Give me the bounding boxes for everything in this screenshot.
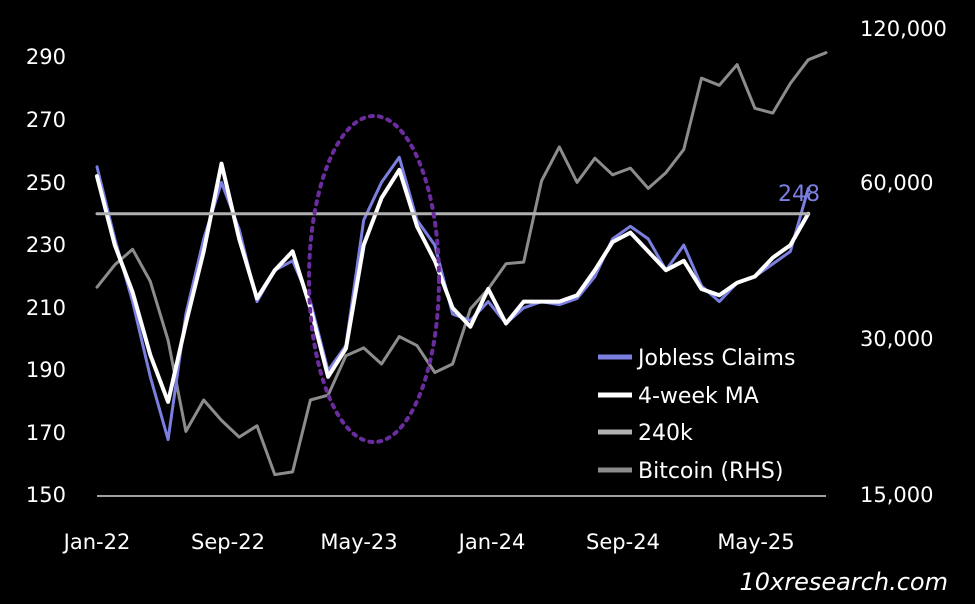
left-tick: 270: [26, 108, 66, 132]
left-tick: 170: [26, 421, 66, 445]
left-tick: 290: [26, 45, 66, 69]
right-tick: 15,000: [860, 483, 933, 507]
highlight-ellipse: [307, 114, 441, 444]
legend: Jobless Claims 4-week MA 240k Bitcoin (R…: [598, 346, 795, 484]
right-axis-ticks: 15,000 30,000 60,000 120,000: [860, 17, 947, 507]
watermark: 10xresearch.com: [739, 568, 948, 596]
x-axis-ticks: Jan-22 Sep-22 May-23 Jan-24 Sep-24 May-2…: [62, 530, 795, 554]
end-value-label: 248: [778, 182, 820, 207]
legend-item: 240k: [598, 421, 693, 446]
series-line-4-week-ma: [95, 161, 811, 404]
right-tick: 30,000: [860, 327, 933, 351]
legend-label: Jobless Claims: [636, 346, 795, 371]
right-tick: 120,000: [860, 17, 947, 41]
x-tick: Sep-24: [586, 530, 660, 554]
legend-item: Jobless Claims: [598, 346, 795, 371]
left-axis-ticks: 150 170 190 210 230 250 270 290: [26, 45, 66, 507]
legend-label: 240k: [638, 421, 693, 446]
x-tick: May-25: [717, 530, 794, 554]
left-tick: 250: [26, 171, 66, 195]
left-tick: 230: [26, 233, 66, 257]
left-tick: 190: [26, 358, 66, 382]
x-tick: Jan-22: [62, 530, 131, 554]
series-layer: [95, 51, 828, 477]
left-tick: 150: [26, 483, 66, 507]
right-tick: 60,000: [860, 171, 933, 195]
x-tick: May-23: [320, 530, 397, 554]
legend-label: Bitcoin (RHS): [638, 459, 783, 484]
legend-label: 4-week MA: [638, 384, 759, 409]
x-tick: Sep-22: [191, 530, 265, 554]
series-line-bitcoin-rhs: [95, 51, 828, 477]
legend-item: 4-week MA: [598, 384, 759, 409]
left-tick: 210: [26, 296, 66, 320]
legend-item: Bitcoin (RHS): [598, 459, 783, 484]
x-tick: Jan-24: [457, 530, 526, 554]
